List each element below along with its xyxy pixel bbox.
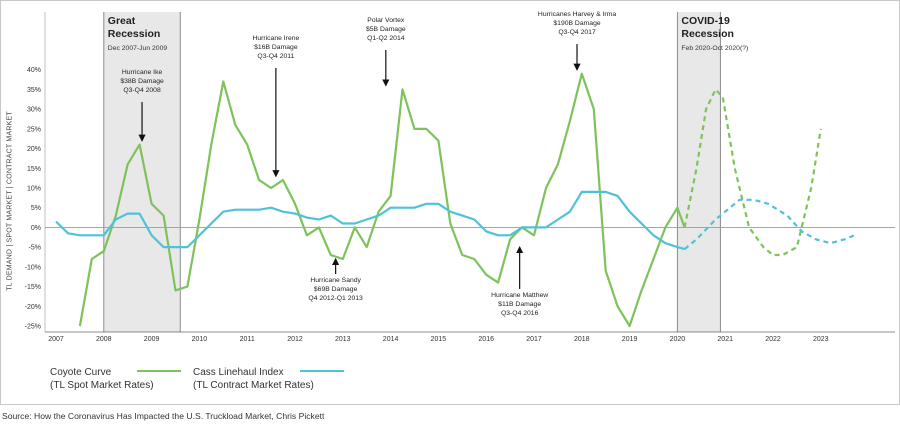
legend-label-coyote: Coyote Curve	[50, 367, 112, 378]
x-tick-label-11: 2018	[574, 336, 590, 343]
x-tick-label-7: 2014	[383, 336, 399, 343]
y-tick-label-12: -20%	[25, 304, 41, 311]
x-tick-label-4: 2011	[240, 336, 255, 343]
x-tick-label-15: 2022	[765, 336, 781, 343]
legend-item-cass: Cass Linehaul Index (TL Contract Market …	[193, 366, 314, 392]
y-tick-label-13: -25%	[25, 324, 41, 331]
series-line-cass-linehaul-index	[55, 190, 685, 251]
x-tick-label-6: 2013	[335, 336, 351, 343]
recession-band-0	[103, 12, 181, 332]
x-tick-label-14: 2021	[717, 336, 733, 343]
recession-title-1-line1: COVID-19	[681, 15, 730, 27]
legend-swatch-coyote	[137, 370, 181, 372]
x-tick-label-16: 2023	[813, 336, 829, 343]
annotation-5-line1: $11B Damage	[498, 301, 541, 308]
annotation-5-line0: Hurricane Matthew	[491, 292, 548, 299]
y-tick-label-1: 35%	[27, 87, 41, 94]
annotation-4-line0: Hurricane Sandy	[310, 277, 361, 284]
annotation-3-line0: Hurricanes Harvey & Irma	[538, 11, 616, 18]
recession-dates-0: Dec 2007-Jun 2009	[108, 45, 168, 52]
y-tick-label-2: 30%	[27, 107, 41, 114]
y-tick-label-5: 15%	[27, 166, 41, 173]
y-tick-label-10: -10%	[25, 264, 41, 271]
annotation-3-line1: $190B Damage	[553, 20, 600, 27]
legend-sublabel-coyote: (TL Spot Market Rates)	[50, 380, 154, 391]
annotation-2-line2: Q1-Q2 2014	[367, 35, 405, 42]
annotation-2-line0: Polar Vortex	[367, 17, 405, 24]
x-tick-label-13: 2020	[670, 336, 686, 343]
recession-band-1	[677, 12, 721, 332]
annotation-4-line1: $69B Damage	[314, 286, 358, 293]
y-tick-label-3: 25%	[27, 126, 41, 133]
legend-swatch-cass	[300, 370, 344, 372]
y-tick-label-11: -15%	[25, 284, 41, 291]
annotation-1-line1: $16B Damage	[254, 44, 298, 51]
series-line-coyote-curve	[78, 72, 686, 328]
x-tick-label-8: 2015	[431, 336, 447, 343]
annotation-0-line2: Q3-Q4 2008	[123, 87, 161, 94]
x-tick-label-5: 2012	[287, 336, 303, 343]
legend-label-cass: Cass Linehaul Index	[193, 367, 284, 378]
annotation-5-line2: Q3-Q4 2016	[501, 310, 539, 317]
y-tick-label-9: -5%	[29, 245, 41, 252]
y-tick-label-8: 0%	[31, 225, 41, 232]
annotation-0-line1: $38B Damage	[120, 78, 164, 85]
x-tick-label-10: 2017	[526, 336, 542, 343]
recession-title-0-line2: Recession	[108, 28, 161, 40]
annotation-1-line0: Hurricane Irene	[252, 35, 299, 42]
annotation-0-line0: Hurricane Ike	[122, 69, 163, 76]
y-axis-label-wrap: TL DEMAND | SPOT MARKET | CONTRACT MARKE…	[2, 96, 18, 306]
y-tick-label-7: 5%	[31, 205, 41, 212]
recession-dates-1: Feb 2020-Oct 2020(?)	[681, 45, 748, 52]
recession-title-1-line2: Recession	[681, 28, 734, 40]
y-tick-label-4: 20%	[27, 146, 41, 153]
x-tick-label-0: 2007	[48, 336, 64, 343]
legend-sublabel-cass: (TL Contract Market Rates)	[193, 380, 314, 391]
annotation-2-line1: $5B Damage	[366, 26, 406, 33]
legend-item-coyote: Coyote Curve (TL Spot Market Rates)	[50, 366, 154, 392]
x-tick-label-12: 2019	[622, 336, 638, 343]
annotation-1-line2: Q3-Q4 2011	[257, 53, 294, 60]
annotation-4-line2: Q4 2012-Q1 2013	[308, 295, 363, 302]
x-tick-label-9: 2016	[478, 336, 494, 343]
x-tick-label-1: 2008	[96, 336, 112, 343]
recession-title-0-line1: Great	[108, 15, 136, 27]
projection-line-cass-linehaul-index	[683, 198, 855, 250]
x-tick-label-2: 2009	[144, 336, 160, 343]
x-tick-label-3: 2010	[192, 336, 208, 343]
y-tick-label-0: 40%	[27, 67, 41, 74]
annotation-3-line2: Q3-Q4 2017	[558, 29, 596, 36]
y-tick-label-6: 10%	[27, 186, 41, 193]
projection-line-coyote-curve	[683, 88, 822, 257]
y-axis-label: TL DEMAND | SPOT MARKET | CONTRACT MARKE…	[6, 111, 14, 291]
source-note: Source: How the Coronavirus Has Impacted…	[2, 411, 325, 421]
